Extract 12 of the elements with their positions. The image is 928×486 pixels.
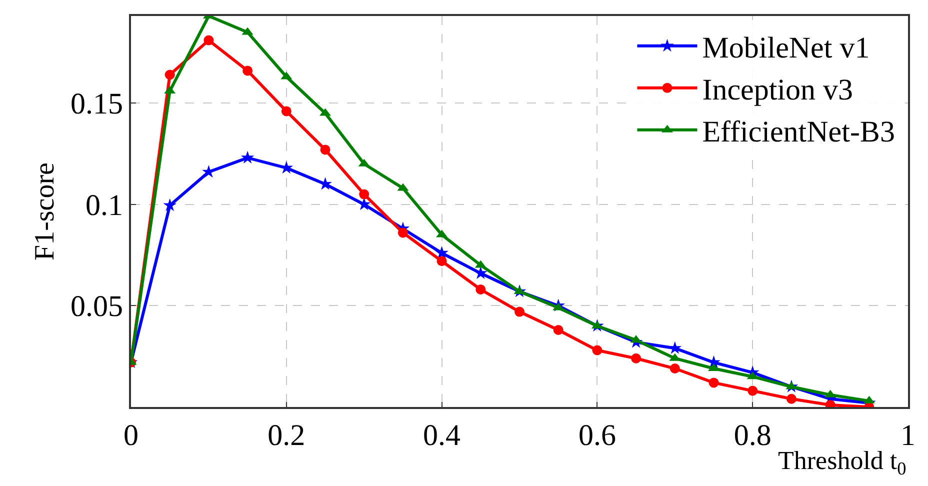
y-axis-title: F1-score [30,162,61,260]
x-tick-label: 0.2 [268,419,306,452]
legend-label: Inception v3 [702,74,854,107]
x-tick-label: 0.4 [423,419,461,452]
y-tick-label: 0.15 [70,88,123,121]
x-tick-label: 0 [124,419,138,452]
x-tick-label: 0.8 [734,419,772,452]
legend-label: MobileNet v1 [702,32,870,65]
legend-label: EfficientNet-B3 [702,116,895,149]
y-tick-label: 0.05 [70,290,123,324]
x-tick-label: 0.6 [578,419,616,452]
y-tick-label: 0.1 [86,188,123,222]
